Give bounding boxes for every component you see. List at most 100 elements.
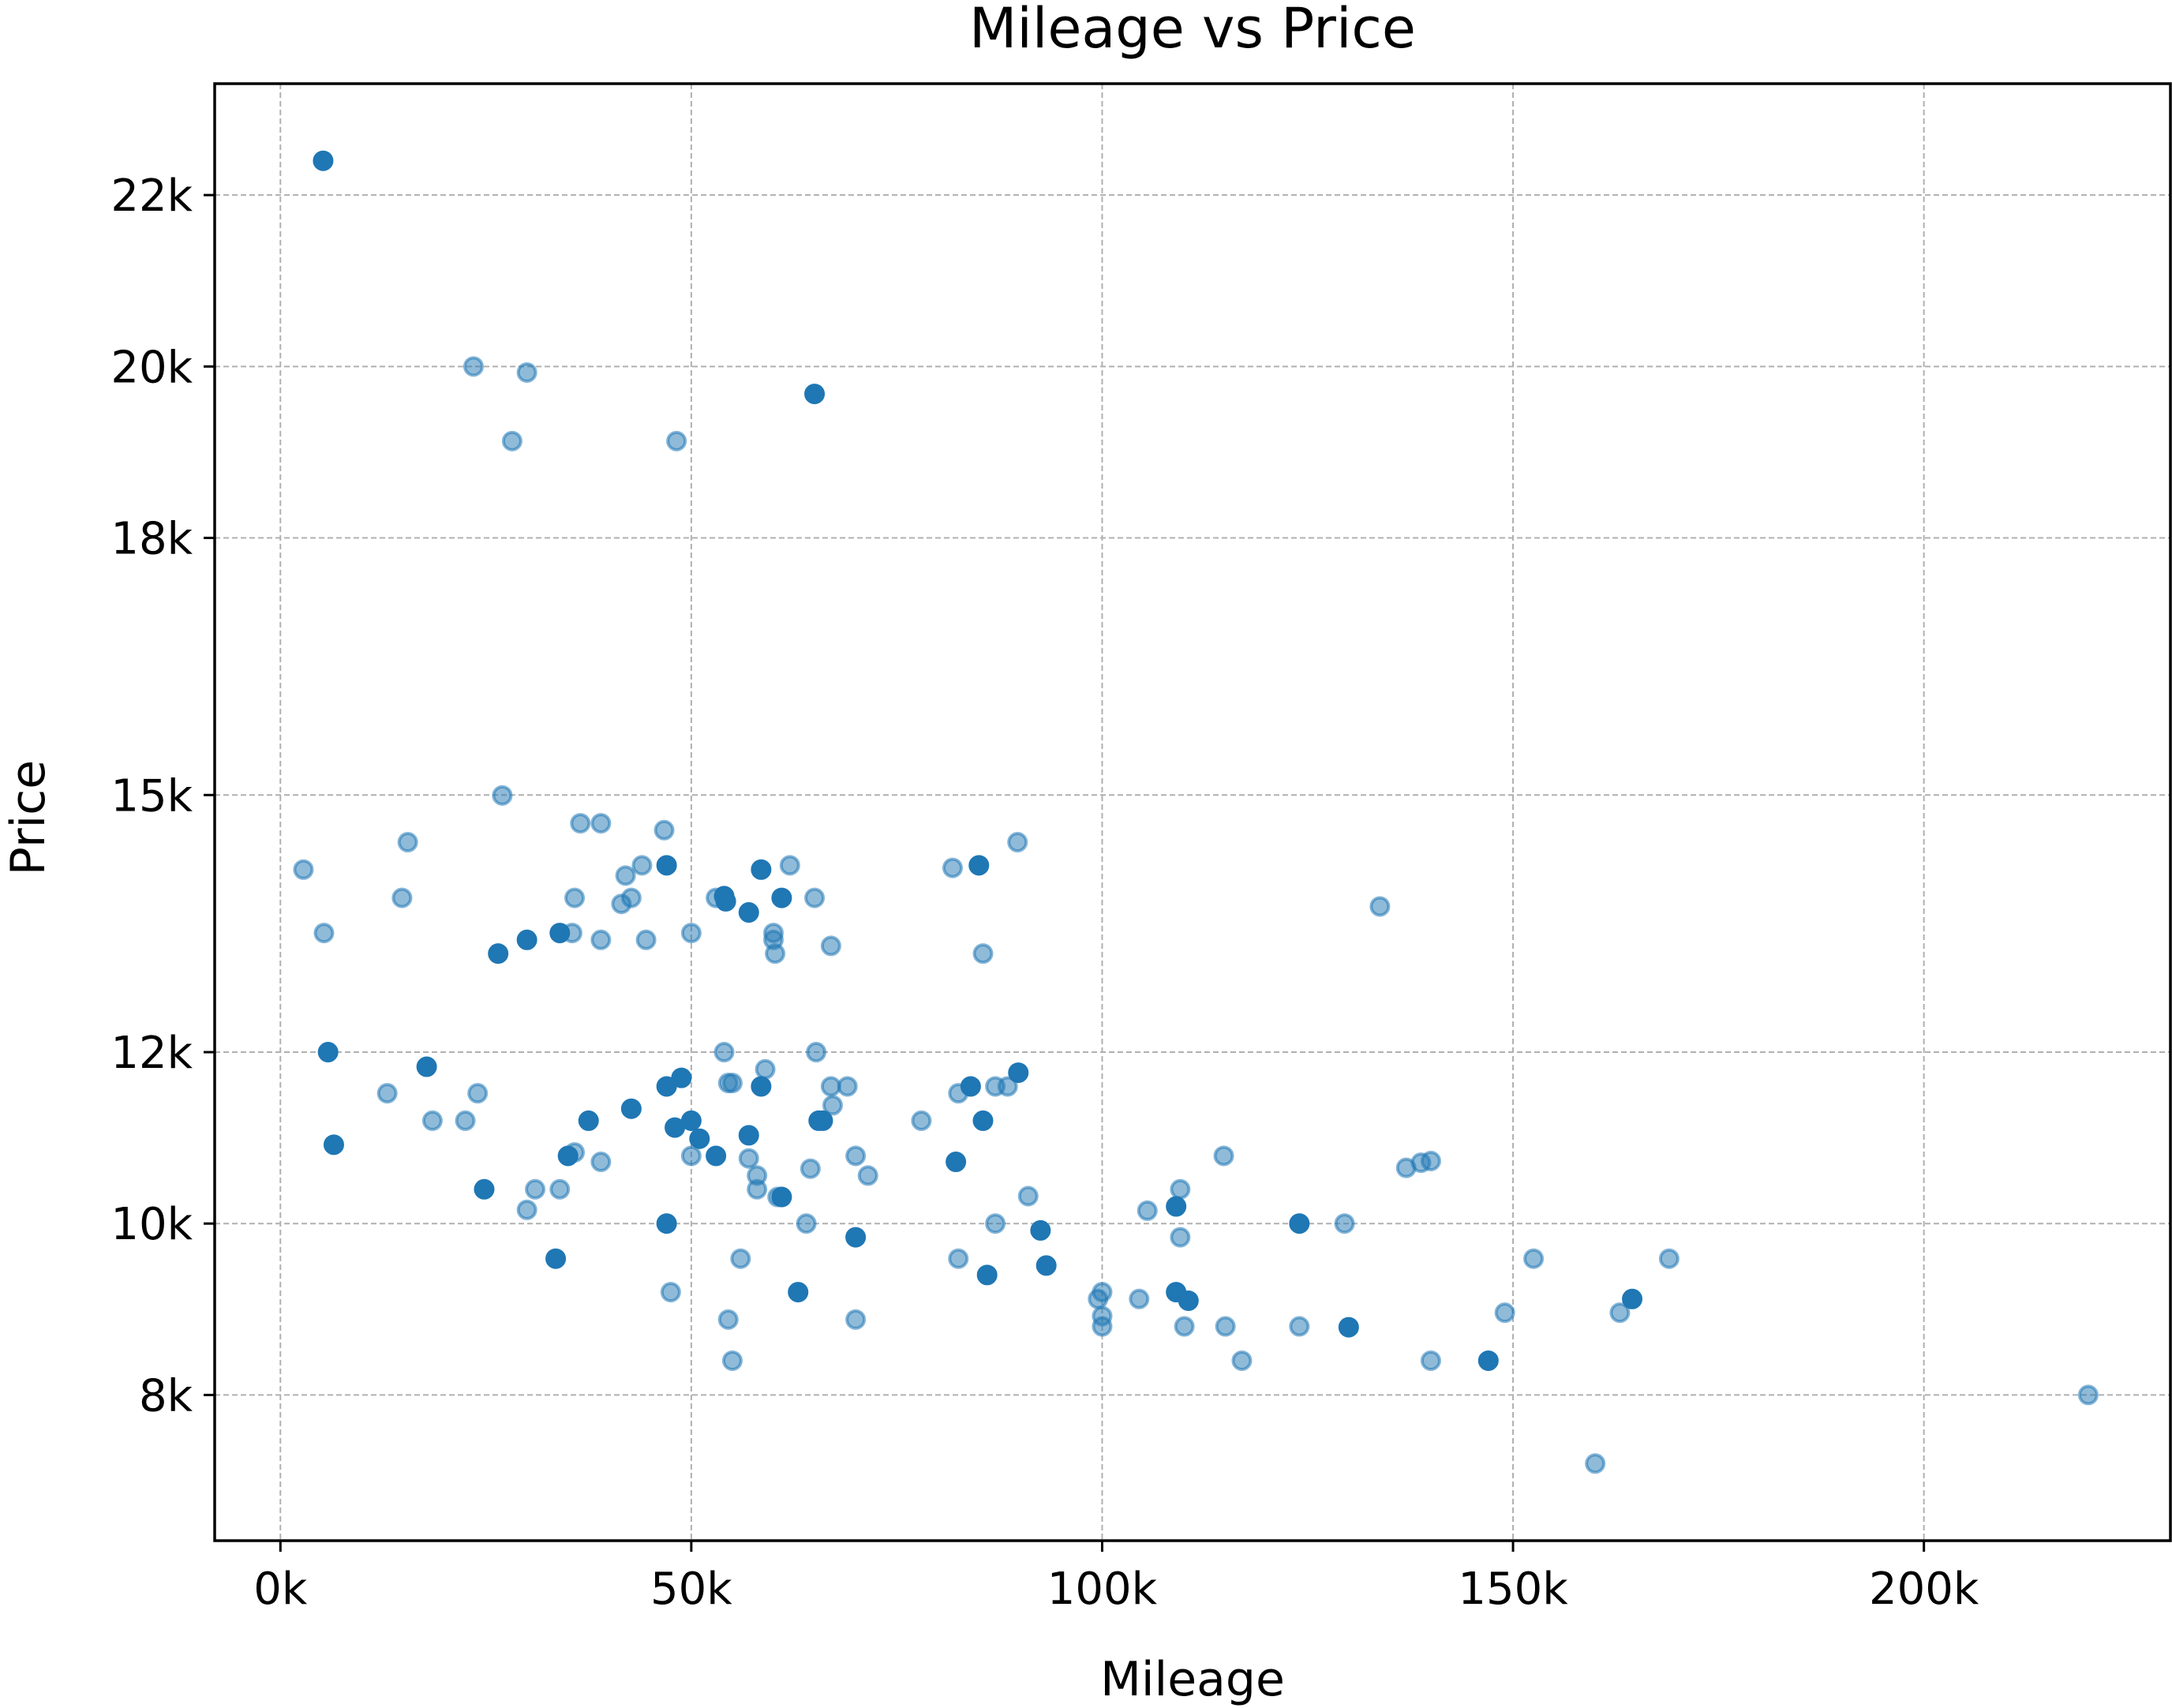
scatter-point bbox=[948, 1248, 969, 1269]
scatter-point bbox=[820, 935, 841, 957]
scatter-point bbox=[1289, 1316, 1310, 1337]
scatter-point bbox=[590, 813, 612, 834]
scatter-point bbox=[1088, 1288, 1109, 1309]
scatter-point bbox=[721, 1350, 743, 1371]
scatter-point bbox=[1338, 1317, 1359, 1338]
scatter-point bbox=[1658, 1248, 1680, 1269]
scatter-point bbox=[721, 1073, 743, 1094]
y-axis-label: Price bbox=[1, 760, 56, 875]
scatter-point bbox=[747, 1178, 768, 1200]
scatter-point bbox=[689, 1128, 710, 1149]
plot-frame bbox=[213, 82, 2172, 1542]
scatter-point bbox=[564, 887, 586, 908]
scatter-point bbox=[948, 1083, 969, 1104]
scatter-point bbox=[1092, 1316, 1113, 1337]
scatter-point bbox=[516, 361, 537, 383]
axis-ticks: 0k 50k 100k 150k 200k 8k 10k 12k 15k 18k 20k 22k bbox=[110, 170, 1979, 1615]
scatter-point bbox=[492, 785, 513, 806]
scatter-point bbox=[738, 1148, 759, 1169]
scatter-point bbox=[590, 1152, 612, 1173]
scatter-point bbox=[313, 923, 335, 944]
data-points bbox=[293, 150, 2099, 1474]
scatter-point bbox=[516, 1199, 537, 1220]
scatter-point bbox=[1035, 1255, 1057, 1276]
scatter-point bbox=[1420, 1350, 1441, 1371]
scatter-point bbox=[474, 1178, 495, 1200]
scatter-point bbox=[561, 923, 582, 944]
scatter-point bbox=[631, 855, 653, 876]
scatter-point bbox=[1334, 1213, 1355, 1234]
x-tick-label: 200k bbox=[1869, 1564, 1979, 1615]
scatter-point bbox=[845, 1227, 867, 1248]
scatter-point bbox=[985, 1213, 1006, 1234]
scatter-point bbox=[1494, 1302, 1515, 1324]
scatter-point bbox=[1030, 1219, 1051, 1241]
scatter-point bbox=[1007, 832, 1028, 853]
scatter-point bbox=[1213, 1145, 1234, 1167]
scatter-point bbox=[323, 1134, 344, 1156]
scatter-point bbox=[717, 1309, 739, 1330]
scatter-point bbox=[1178, 1290, 1199, 1311]
scatter-point bbox=[706, 1145, 727, 1167]
scatter-point bbox=[796, 1213, 817, 1234]
grid-lines bbox=[215, 84, 2170, 1541]
scatter-point bbox=[666, 430, 687, 451]
scatter-point bbox=[391, 887, 413, 908]
scatter-point bbox=[557, 1145, 579, 1167]
scatter-point bbox=[653, 819, 675, 841]
y-tick-label: 18k bbox=[110, 514, 193, 565]
scatter-point bbox=[804, 887, 826, 908]
scatter-point bbox=[1523, 1248, 1545, 1269]
scatter-point bbox=[715, 890, 736, 912]
scatter-point bbox=[845, 1145, 867, 1167]
scatter-point bbox=[822, 1095, 843, 1116]
y-tick-label: 15k bbox=[110, 770, 193, 822]
scatter-point bbox=[804, 384, 826, 405]
scatter-point bbox=[680, 923, 702, 944]
scatter-point bbox=[516, 929, 537, 950]
scatter-point bbox=[1008, 1062, 1029, 1084]
scatter-point bbox=[972, 1110, 994, 1131]
scatter-point bbox=[462, 356, 484, 377]
x-tick-label: 0k bbox=[253, 1564, 308, 1615]
scatter-point bbox=[997, 1076, 1018, 1097]
scatter-point bbox=[680, 1110, 702, 1131]
scatter-point bbox=[549, 1178, 571, 1200]
chart-title: Mileage vs Price bbox=[969, 0, 1416, 61]
scatter-point bbox=[972, 943, 994, 964]
scatter-point bbox=[376, 1083, 398, 1104]
scatter-point bbox=[946, 1152, 967, 1173]
scatter-point bbox=[570, 813, 591, 834]
x-tick-label: 50k bbox=[650, 1564, 732, 1615]
scatter-point bbox=[1585, 1453, 1606, 1474]
scatter-point bbox=[1215, 1316, 1236, 1337]
scatter-point bbox=[730, 1248, 751, 1269]
scatter-point bbox=[467, 1083, 489, 1104]
scatter-point bbox=[455, 1110, 476, 1131]
scatter-point bbox=[845, 1309, 867, 1330]
x-axis-label: Mileage bbox=[1100, 1652, 1285, 1707]
scatter-point bbox=[779, 855, 800, 876]
y-tick-label: 22k bbox=[110, 170, 193, 222]
scatter-point bbox=[488, 943, 509, 964]
x-tick-label: 150k bbox=[1458, 1564, 1568, 1615]
scatter-point bbox=[635, 929, 657, 950]
x-tick-label: 100k bbox=[1047, 1564, 1158, 1615]
scatter-point bbox=[976, 1264, 998, 1286]
scatter-point bbox=[771, 1186, 792, 1208]
scatter-point bbox=[656, 1213, 677, 1234]
scatter-point bbox=[656, 855, 677, 876]
scatter-point bbox=[755, 1058, 776, 1080]
scatter-point bbox=[671, 1067, 692, 1088]
scatter-point bbox=[968, 855, 990, 876]
scatter-point bbox=[1137, 1200, 1158, 1221]
scatter-point bbox=[820, 1076, 841, 1097]
scatter-point bbox=[713, 1042, 735, 1063]
scatter-point bbox=[800, 1158, 821, 1179]
y-tick-label: 20k bbox=[110, 342, 193, 393]
scatter-point bbox=[665, 1117, 686, 1138]
scatter-point bbox=[738, 1125, 759, 1146]
scatter-point bbox=[1231, 1350, 1253, 1371]
